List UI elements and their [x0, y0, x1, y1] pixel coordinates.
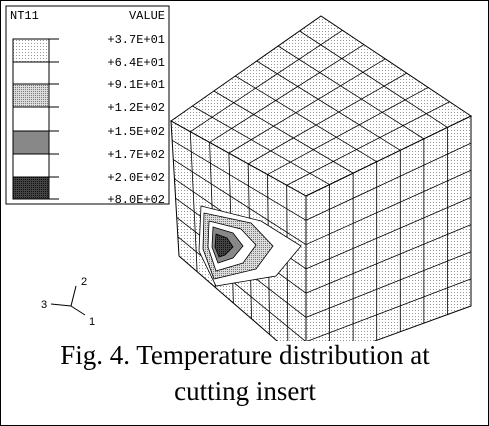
legend-level: +8.0E+02 — [107, 193, 165, 207]
mesh-line — [306, 278, 472, 341]
mesh-line — [213, 90, 354, 174]
legend-swatch — [12, 61, 50, 85]
mesh-line — [277, 45, 425, 140]
mesh-line — [209, 44, 365, 143]
mesh-line — [235, 75, 377, 163]
caption: Fig. 4. Temperature distribution at cutt… — [60, 340, 430, 406]
mesh — [170, 15, 473, 341]
legend: NT11 VALUE +3.7E+01 +6.4E+01 +9.1E+01 +1.2E… — [5, 5, 170, 207]
triad-axis — [70, 285, 77, 307]
legend-level: +1.2E+02 — [107, 101, 165, 115]
legend-level: +9.1E+01 — [107, 78, 165, 92]
legend-swatch — [12, 153, 50, 178]
mesh-line — [267, 87, 429, 175]
legend-swatch — [12, 176, 50, 200]
legend-level: +3.7E+01 — [107, 33, 165, 47]
mesh-line — [299, 30, 448, 128]
legend-column: VALUE — [129, 9, 165, 23]
mesh-line — [190, 29, 343, 133]
legend-variable: NT11 — [10, 9, 39, 23]
mesh-line — [171, 139, 307, 221]
mesh-line — [177, 236, 306, 341]
legend-swatch — [12, 38, 50, 63]
mesh-line — [189, 131, 198, 272]
legend-swatch — [12, 106, 50, 132]
mesh-line — [247, 72, 407, 165]
mesh-line — [256, 60, 401, 151]
legend-level: +2.0E+02 — [107, 171, 165, 185]
mesh-line — [286, 185, 289, 341]
legend-level: +1.7E+02 — [107, 148, 165, 162]
legend-swatch — [12, 130, 50, 155]
fe-plot: NT11 VALUE +3.7E+01 +6.4E+01 +9.1E+01 +1.2E… — [5, 5, 473, 341]
triad-label: 1 — [89, 316, 95, 328]
triad-label: 2 — [81, 276, 87, 288]
mesh-line — [305, 224, 472, 294]
mesh-line — [192, 105, 330, 185]
legend-swatch — [12, 83, 50, 108]
hot-zone-peak — [214, 233, 234, 258]
triad: 2 3 1 — [41, 276, 95, 328]
mesh-line — [305, 142, 472, 221]
legend-level: +6.4E+01 — [107, 56, 165, 70]
legend-level: +1.5E+02 — [107, 125, 165, 139]
triad-label: 3 — [41, 299, 47, 311]
triad-axis — [50, 303, 72, 307]
mesh-line — [286, 101, 450, 186]
mesh-line — [305, 251, 472, 318]
mesh-line — [305, 169, 472, 245]
mesh-line — [173, 159, 307, 245]
triad-axis — [70, 305, 86, 316]
right-face — [305, 115, 472, 341]
mesh-line — [305, 197, 472, 270]
mesh-line — [228, 58, 386, 154]
